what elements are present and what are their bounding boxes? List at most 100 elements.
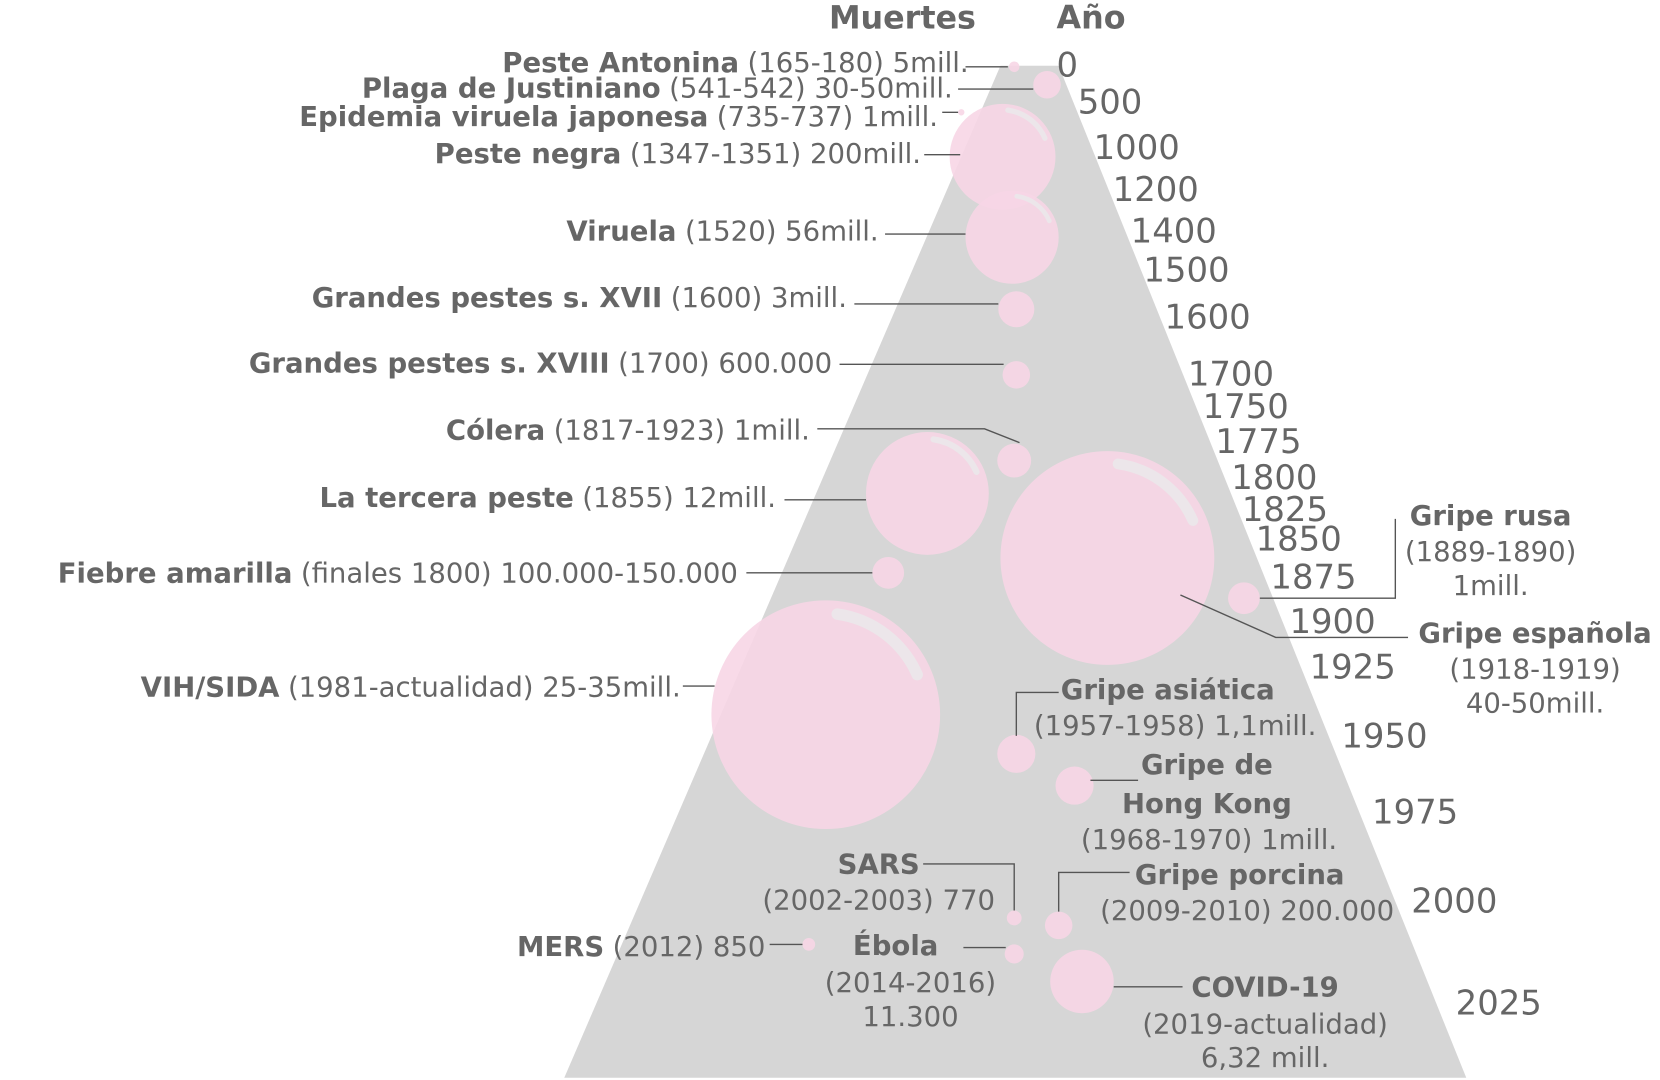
epidemic-detail: (1918-1919) bbox=[1449, 654, 1620, 686]
year-label: 1700 bbox=[1188, 354, 1274, 393]
year-label: 1200 bbox=[1113, 170, 1199, 209]
leader-line bbox=[1015, 691, 1059, 736]
epidemic-label: Fiebre amarilla (finales 1800) 100.000-15… bbox=[58, 557, 738, 589]
bubble bbox=[802, 938, 816, 951]
epidemic-name: Ébola bbox=[853, 928, 938, 962]
epidemic-detail: (finales 1800) 100.000-150.000 bbox=[301, 557, 738, 589]
bubble bbox=[1000, 451, 1215, 665]
epidemic-name: Gripe rusa bbox=[1410, 500, 1572, 532]
epidemic-name: La tercera peste bbox=[319, 482, 573, 514]
bubble bbox=[711, 600, 941, 830]
leader-line bbox=[817, 428, 1020, 444]
year-label: 1900 bbox=[1289, 602, 1375, 641]
epidemic-label: Peste negra (1347-1351) 200mill. bbox=[435, 138, 921, 170]
epidemic-label: Peste Antonina (165-180) 5mill. bbox=[502, 47, 968, 79]
epidemic-detail: (2002-2003) 770 bbox=[762, 884, 995, 916]
bubble-highlight bbox=[1005, 107, 1048, 141]
year-label: 1000 bbox=[1094, 128, 1180, 167]
bubble bbox=[1002, 361, 1031, 389]
epidemic-name: Cólera bbox=[446, 414, 545, 446]
epidemic-detail: 40-50mill. bbox=[1466, 688, 1604, 720]
bubble bbox=[997, 443, 1032, 478]
epidemic-name: Plaga de Justiniano bbox=[362, 72, 661, 104]
year-label: 1775 bbox=[1215, 422, 1301, 461]
header-deaths: Muertes bbox=[829, 1, 976, 37]
epidemic-detail: (541-542) 30-50mill. bbox=[669, 72, 953, 104]
epidemic-detail: (165-180) 5mill. bbox=[747, 47, 968, 79]
epidemic-name: Fiebre amarilla bbox=[58, 557, 293, 589]
epidemic-label: Plaga de Justiniano (541-542) 30-50mill. bbox=[362, 72, 953, 104]
epidemic-name: Epidemia viruela japonesa bbox=[299, 101, 708, 133]
epidemic-label: La tercera peste (1855) 12mill. bbox=[319, 482, 776, 514]
bubble bbox=[1055, 766, 1094, 805]
year-label: 1975 bbox=[1372, 793, 1458, 832]
epidemic-name: Grandes pestes s. XVII bbox=[312, 282, 663, 314]
epidemic-label: MERS (2012) 850 bbox=[517, 931, 765, 963]
epidemic-label: Epidemia viruela japonesa (735-737) 1mill… bbox=[299, 101, 938, 133]
bubble bbox=[865, 432, 989, 555]
year-label: 1750 bbox=[1203, 387, 1289, 426]
bubble bbox=[998, 291, 1035, 328]
epidemic-label: Viruela (1520) 56mill. bbox=[566, 215, 878, 247]
epidemic-detail: 6,32 mill. bbox=[1201, 1042, 1330, 1074]
year-label: 1500 bbox=[1143, 251, 1229, 290]
epidemic-name: Grandes pestes s. XVIII bbox=[249, 348, 610, 380]
epidemic-name: Gripe porcina bbox=[1135, 859, 1345, 891]
epidemic-detail: (2009-2010) 200.000 bbox=[1100, 895, 1394, 927]
year-label: 1875 bbox=[1270, 558, 1356, 597]
year-label: 1825 bbox=[1242, 490, 1328, 529]
epidemic-label: Grandes pestes s. XVIII (1700) 600.000 bbox=[249, 348, 832, 380]
epidemic-detail: (1957-1958) 1,1mill. bbox=[1034, 710, 1316, 742]
bubble-highlight bbox=[1112, 458, 1199, 526]
epidemic-name: SARS bbox=[838, 848, 920, 880]
year-label: 500 bbox=[1078, 82, 1143, 121]
epidemic-detail: (2019-actualidad) bbox=[1142, 1008, 1388, 1040]
year-label: 0 bbox=[1057, 45, 1079, 84]
epidemic-name: COVID-19 bbox=[1191, 971, 1338, 1003]
epidemic-name: Hong Kong bbox=[1122, 788, 1292, 820]
epidemic-detail: (1347-1351) 200mill. bbox=[630, 138, 921, 170]
epidemic-name: VIH/SIDA bbox=[141, 672, 281, 704]
epidemic-name: Gripe de bbox=[1141, 749, 1273, 781]
bubble bbox=[1044, 911, 1073, 940]
epidemic-name: Gripe asiática bbox=[1061, 674, 1275, 706]
epidemic-detail: (2014-2016) bbox=[825, 967, 996, 999]
epidemic-label: Cólera (1817-1923) 1mill. bbox=[446, 414, 810, 446]
bubble bbox=[1008, 61, 1020, 73]
epidemic-detail: (2012) 850 bbox=[613, 931, 766, 963]
bubble bbox=[1006, 910, 1022, 926]
epidemic-detail: (1889-1890) bbox=[1405, 536, 1576, 568]
epidemic-label: VIH/SIDA (1981-actualidad) 25-35mill. bbox=[141, 672, 681, 704]
bubble bbox=[958, 109, 965, 116]
leader-line bbox=[1057, 871, 1130, 912]
epidemic-detail: (1600) 3mill. bbox=[671, 282, 847, 314]
epidemic-detail: (1855) 12mill. bbox=[582, 482, 776, 514]
bubble-highlight bbox=[930, 436, 980, 475]
bubble bbox=[1004, 944, 1024, 964]
bubble bbox=[1050, 949, 1114, 1014]
bubble bbox=[997, 734, 1036, 773]
epidemic-name: Gripe española bbox=[1418, 618, 1651, 650]
epidemic-detail: (735-737) 1mill. bbox=[717, 101, 938, 133]
epidemic-detail: (1520) 56mill. bbox=[685, 215, 879, 247]
bubble bbox=[949, 103, 1056, 210]
bubble bbox=[965, 190, 1059, 284]
epidemic-detail: (1700) 600.000 bbox=[618, 348, 832, 380]
epidemic-name: Viruela bbox=[566, 215, 676, 247]
year-label: 1950 bbox=[1341, 717, 1427, 756]
epidemic-detail: (1981-actualidad) 25-35mill. bbox=[288, 672, 681, 704]
epidemic-detail: (1817-1923) 1mill. bbox=[554, 414, 810, 446]
year-label: 2000 bbox=[1411, 882, 1497, 921]
bubble bbox=[1228, 582, 1260, 615]
epidemic-detail: 11.300 bbox=[862, 1001, 958, 1033]
epidemic-name: Peste negra bbox=[435, 138, 622, 170]
bubble bbox=[872, 556, 905, 589]
year-label: 1800 bbox=[1231, 458, 1317, 497]
year-label: 1925 bbox=[1310, 648, 1396, 687]
year-label: 1850 bbox=[1256, 520, 1342, 559]
epidemic-detail: (1968-1970) 1mill. bbox=[1081, 824, 1337, 856]
year-label: 1400 bbox=[1131, 212, 1217, 251]
epidemic-name: MERS bbox=[517, 931, 604, 963]
leader-line bbox=[923, 863, 1015, 911]
bubble bbox=[1033, 71, 1061, 99]
